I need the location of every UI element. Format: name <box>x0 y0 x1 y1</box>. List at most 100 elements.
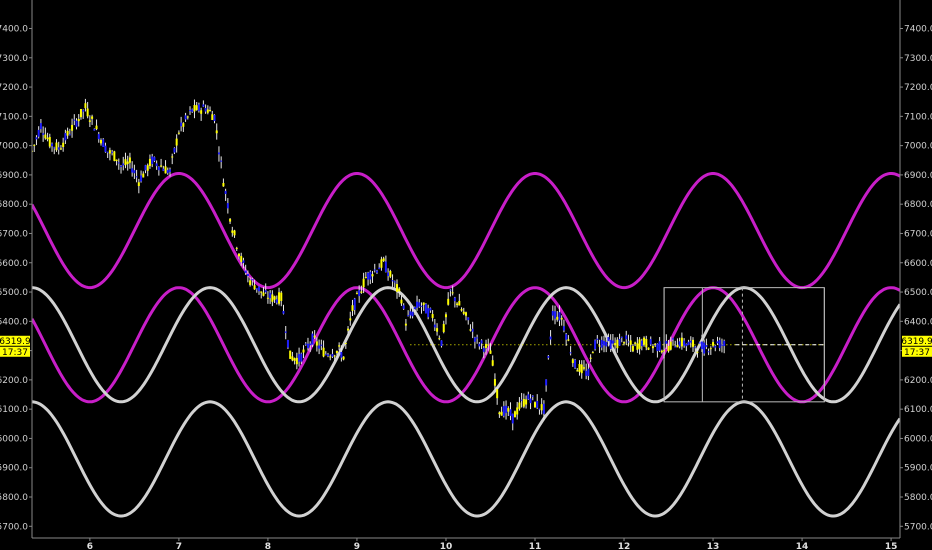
y-tick-label-right: 6500.0 <box>904 288 932 298</box>
price-bar <box>620 336 623 338</box>
price-bar <box>402 305 405 309</box>
price-bar <box>177 132 180 134</box>
price-bar <box>64 132 67 141</box>
price-bar <box>411 311 414 317</box>
y-tick-label-left: 6400.0 <box>0 317 28 327</box>
price-bar <box>596 338 599 340</box>
price-bar <box>705 345 708 347</box>
price-bar <box>656 343 659 352</box>
price-bar <box>309 343 312 346</box>
price-bar <box>678 341 681 347</box>
time-axis: 6 7 8 9 10 11 12 13 14 15 <box>32 537 900 550</box>
price-bar <box>476 337 479 339</box>
y-tick-label-right: 5800.0 <box>904 493 932 503</box>
price-bar <box>709 348 712 350</box>
price-bar <box>589 357 592 359</box>
price-bar <box>404 323 407 326</box>
price-bar <box>148 158 151 166</box>
price-bar <box>703 342 706 354</box>
price-bar <box>467 317 470 321</box>
y-tick-label-right: 6600.0 <box>904 259 932 269</box>
price-bar <box>556 316 559 320</box>
price-bar <box>491 360 494 366</box>
price-bar <box>692 339 695 347</box>
price-bar <box>184 115 187 120</box>
price-bar <box>344 342 347 344</box>
price-bar <box>313 335 316 338</box>
price-bar <box>525 399 528 405</box>
price-bar <box>549 336 552 340</box>
price-bar <box>712 342 715 346</box>
price-bar <box>625 335 628 340</box>
price-bar <box>322 347 325 357</box>
price-bar <box>465 312 467 316</box>
price-bar <box>57 147 60 150</box>
price-bar <box>160 165 163 167</box>
price-bar <box>663 350 666 352</box>
price-bar <box>482 347 485 352</box>
price-bar <box>696 351 699 353</box>
price-bar <box>687 341 690 345</box>
price-bar <box>616 339 619 349</box>
price-tag-right <box>902 335 932 346</box>
price-bar <box>509 409 512 416</box>
price-bar <box>204 107 207 112</box>
price-bar <box>235 247 238 249</box>
price-bar <box>540 404 543 411</box>
price-bar <box>306 343 309 349</box>
price-bar <box>373 269 376 271</box>
price-bar <box>280 292 283 301</box>
price-bar <box>643 337 646 345</box>
price-bar <box>46 137 49 140</box>
price-bar <box>131 168 134 173</box>
x-tick-label: 10 <box>440 542 453 550</box>
price-bar <box>367 272 370 280</box>
price-bar <box>683 340 686 346</box>
price-bar <box>640 340 643 347</box>
price-bar <box>605 341 608 347</box>
price-bar <box>271 294 274 302</box>
price-bar <box>658 341 661 351</box>
y-tick-label-left: 6700.0 <box>0 229 28 239</box>
price-bar <box>707 351 710 353</box>
price-bar <box>215 130 218 134</box>
price-bar <box>389 271 392 277</box>
price-bar <box>636 343 639 350</box>
price-bar <box>718 340 721 348</box>
price-bar <box>202 104 205 107</box>
price-bar <box>353 298 356 311</box>
price-bar <box>329 356 332 358</box>
price-bar <box>427 308 430 318</box>
price-bar <box>358 290 361 297</box>
price-bar <box>104 145 107 152</box>
price-bar <box>293 358 296 361</box>
price-bar <box>502 406 505 416</box>
price-bar <box>547 356 550 358</box>
price-bar <box>478 343 481 347</box>
price-bar <box>529 398 532 404</box>
price-bar <box>349 318 352 321</box>
price-bar <box>674 346 677 348</box>
price-bar <box>413 307 416 310</box>
y-tick-label-right: 7400.0 <box>904 24 932 34</box>
price-bar <box>375 270 378 273</box>
price-bar <box>609 339 612 349</box>
y-tick-label-right: 6700.0 <box>904 229 932 239</box>
price-bar <box>431 314 434 318</box>
price-bar <box>440 340 443 346</box>
price-bar <box>162 168 165 171</box>
price-bar <box>473 337 476 342</box>
price-bar <box>124 159 127 166</box>
price-bar <box>654 343 657 345</box>
price-bar <box>300 353 303 362</box>
price-bar <box>496 389 499 399</box>
price-bar <box>638 339 641 349</box>
price-bar <box>493 378 496 386</box>
price-bar <box>647 347 650 350</box>
price-bar <box>166 170 169 174</box>
price-bar <box>416 301 419 308</box>
price-bar <box>536 401 539 408</box>
price-bar <box>680 337 683 347</box>
price-bar <box>226 203 229 209</box>
